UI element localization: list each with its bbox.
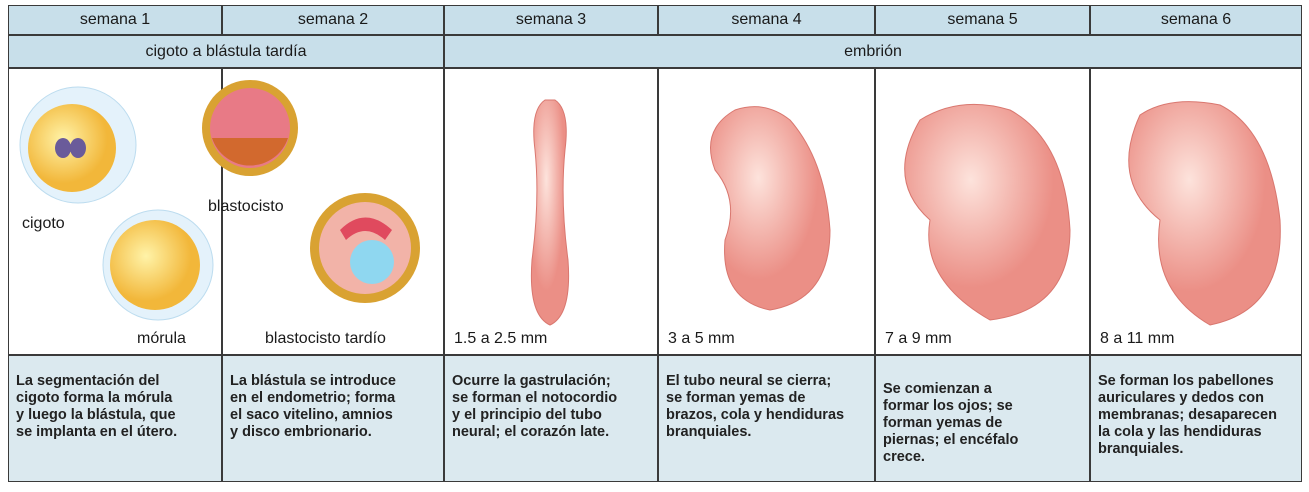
size-label: 8 a 11 mm xyxy=(1100,330,1175,347)
embryo-week-3 xyxy=(530,99,570,326)
image-label: blastocisto tardío xyxy=(265,330,386,347)
image-cell xyxy=(8,68,222,355)
header-cell xyxy=(444,5,658,35)
header-cell xyxy=(658,5,875,35)
description-line: se implanta en el útero. xyxy=(16,424,178,440)
description-line: cigoto forma la mórula xyxy=(16,390,173,406)
image-cell xyxy=(222,68,444,355)
image-label: mórula xyxy=(137,330,186,347)
blastocisto-illustration xyxy=(202,80,298,176)
cigoto-illustration xyxy=(19,86,137,204)
description-line: neural; el corazón late. xyxy=(452,424,610,440)
blastocisto-tardio-illustration xyxy=(310,193,420,303)
stage-label: cigoto a blástula tardía xyxy=(145,43,307,60)
description-cell xyxy=(658,355,875,482)
image-cell xyxy=(1090,68,1302,355)
description-cell xyxy=(875,355,1090,482)
week-label: semana 4 xyxy=(731,11,802,28)
description-line: membranas; desaparecen xyxy=(1098,407,1277,423)
week-label: semana 5 xyxy=(947,11,1018,28)
stage-cell xyxy=(444,35,1302,68)
description-line: auriculares y dedos con xyxy=(1098,390,1265,406)
week-label: semana 1 xyxy=(79,11,151,28)
description-cell xyxy=(444,355,658,482)
description-line: El tubo neural se cierra; xyxy=(666,373,832,389)
image-cell xyxy=(444,68,658,355)
description-cell xyxy=(1090,355,1302,482)
description-line: Ocurre la gastrulación; xyxy=(452,373,611,389)
size-label: 7 a 9 mm xyxy=(885,330,952,347)
stage-cell xyxy=(8,35,444,68)
week-label: semana 2 xyxy=(297,11,369,28)
description-line: la cola y las hendiduras xyxy=(1098,424,1262,440)
header-cell xyxy=(8,5,222,35)
description-line: piernas; el encéfalo xyxy=(883,432,1019,448)
description-line: en el endometrio; forma xyxy=(230,390,396,406)
description-line: y luego la blástula, que xyxy=(16,407,176,423)
week-label: semana 3 xyxy=(515,11,587,28)
description-line: se forman yemas de xyxy=(666,390,806,406)
description-line: formar los ojos; se xyxy=(883,398,1013,414)
description-line: La blástula se introduce xyxy=(230,373,396,389)
embryo-week-6 xyxy=(1128,101,1281,326)
description-line: se forman el notocordio xyxy=(452,390,618,406)
embryo-week-5 xyxy=(904,103,1071,321)
description-line: Se comienzan a xyxy=(883,381,992,397)
size-label: 3 a 5 mm xyxy=(668,330,735,347)
description-line: branquiales. xyxy=(1098,441,1184,457)
description-line: brazos, cola y hendiduras xyxy=(666,407,845,423)
description-cell xyxy=(222,355,444,482)
image-label: cigoto xyxy=(22,215,65,232)
embryo-week-4 xyxy=(710,106,831,311)
description-line: crece. xyxy=(883,449,925,465)
header-cell xyxy=(875,5,1090,35)
stage-label: embrión xyxy=(844,43,902,60)
header-cell xyxy=(222,5,444,35)
image-cell xyxy=(875,68,1090,355)
header-cell xyxy=(1090,5,1302,35)
description-line: y disco embrionario. xyxy=(230,424,372,440)
description-line: Se forman los pabellones xyxy=(1098,373,1274,389)
description-line: branquiales. xyxy=(666,424,752,440)
description-line: La segmentación del xyxy=(16,373,160,389)
description-line: forman yemas de xyxy=(883,415,1003,431)
image-label: blastocisto xyxy=(208,198,284,215)
morula-illustration xyxy=(102,209,214,321)
description-line: y el principio del tubo xyxy=(452,407,602,423)
week-label: semana 6 xyxy=(1160,11,1232,28)
image-cell xyxy=(658,68,875,355)
description-line: el saco vitelino, amnios xyxy=(230,407,393,423)
size-label: 1.5 a 2.5 mm xyxy=(454,330,548,347)
description-cell xyxy=(8,355,222,482)
